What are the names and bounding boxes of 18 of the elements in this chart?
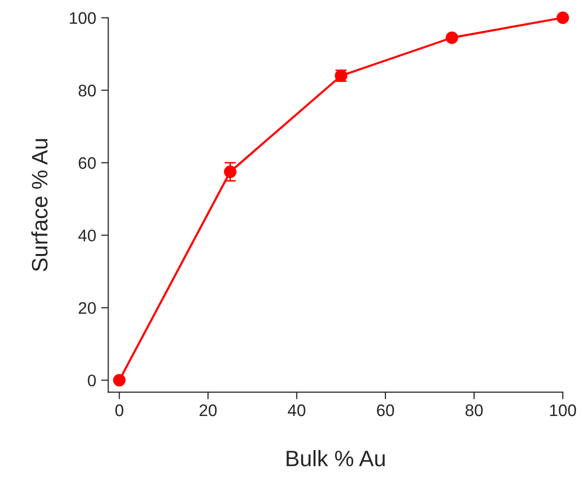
x-tick-label: 20 bbox=[200, 404, 217, 416]
x-tick-label: 80 bbox=[466, 404, 483, 416]
point bbox=[224, 166, 236, 178]
x-tick-label: 60 bbox=[376, 404, 394, 416]
x-tick-label: 0 bbox=[115, 404, 124, 416]
y-tick-label: 100 bbox=[70, 12, 96, 24]
x-tick-label: 100 bbox=[550, 404, 576, 416]
y-tick-label: 20 bbox=[78, 302, 96, 314]
y-tick-label: 60 bbox=[78, 157, 96, 169]
point bbox=[446, 31, 458, 44]
x-tick-label: 40 bbox=[288, 404, 306, 416]
y-axis-title: Surface % Au bbox=[31, 139, 48, 272]
y-tick-label: 0 bbox=[88, 374, 96, 386]
y-tick-label: 40 bbox=[78, 230, 96, 242]
point bbox=[113, 374, 126, 386]
y-tick-label: 80 bbox=[78, 84, 96, 96]
point bbox=[556, 12, 570, 24]
x-axis-title: Bulk % Au bbox=[286, 450, 385, 466]
